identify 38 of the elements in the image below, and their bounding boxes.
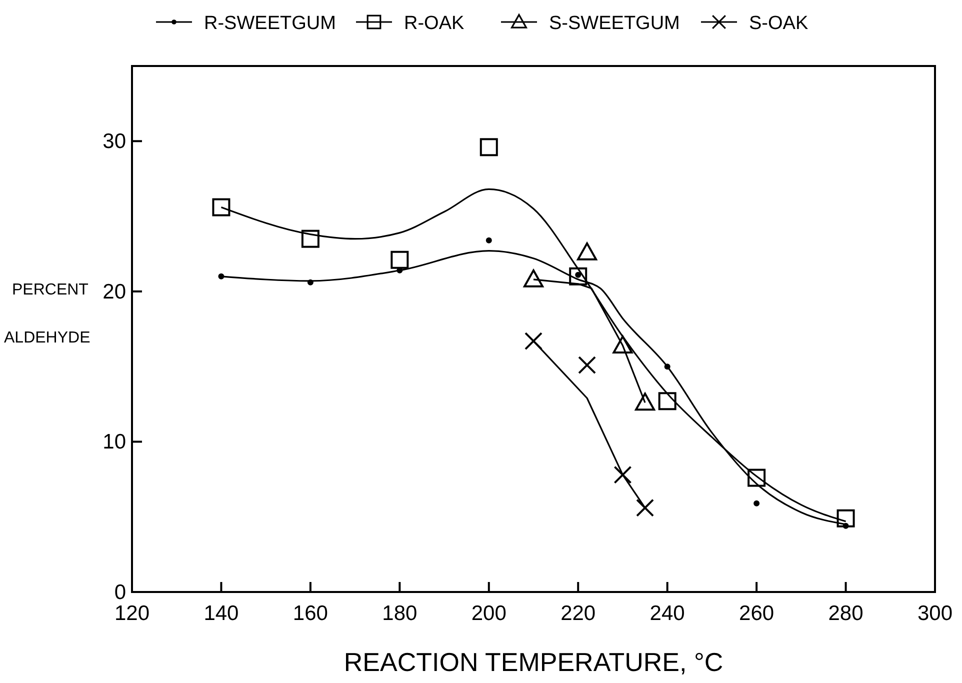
y-tick-label: 30	[102, 130, 126, 154]
point	[636, 498, 654, 517]
x-tick-label: 140	[204, 602, 239, 625]
point	[658, 392, 676, 410]
x-axis-title: REACTION TEMPERATURE, °C	[344, 647, 724, 677]
point	[212, 198, 230, 216]
x-tick-label: 120	[114, 602, 150, 625]
point	[614, 466, 632, 484]
point	[578, 356, 596, 374]
y-tick-label: 10	[102, 430, 126, 454]
x-tick-label: 160	[292, 602, 328, 625]
x-tick-label: 200	[471, 602, 506, 625]
point	[524, 332, 542, 350]
legend-label: S-SWEETGUM	[549, 13, 680, 34]
legend-label: R-OAK	[404, 13, 464, 34]
point	[524, 269, 544, 288]
point	[836, 509, 855, 528]
point	[635, 392, 656, 411]
point	[612, 336, 633, 354]
x-tick-label: 300	[917, 602, 953, 625]
point	[577, 242, 598, 260]
y-tick-label: 0	[114, 581, 126, 604]
legend-label: R-SWEETGUM	[204, 13, 336, 34]
point	[486, 237, 492, 244]
x-tick-label: 240	[650, 602, 685, 625]
point	[569, 267, 588, 286]
point	[748, 468, 766, 487]
x-tick-label: 180	[382, 602, 418, 625]
x-tick-label: 280	[828, 602, 864, 625]
x-tick-label: 220	[560, 602, 596, 625]
point	[301, 230, 320, 248]
point	[754, 500, 760, 506]
point	[390, 250, 409, 269]
text: PERCENT ALDEHYDE	[4, 281, 90, 346]
point	[480, 138, 498, 156]
y-tick-label: 20	[102, 280, 126, 304]
legend-label: S-OAK	[749, 13, 808, 34]
x-tick-label: 260	[739, 602, 774, 625]
